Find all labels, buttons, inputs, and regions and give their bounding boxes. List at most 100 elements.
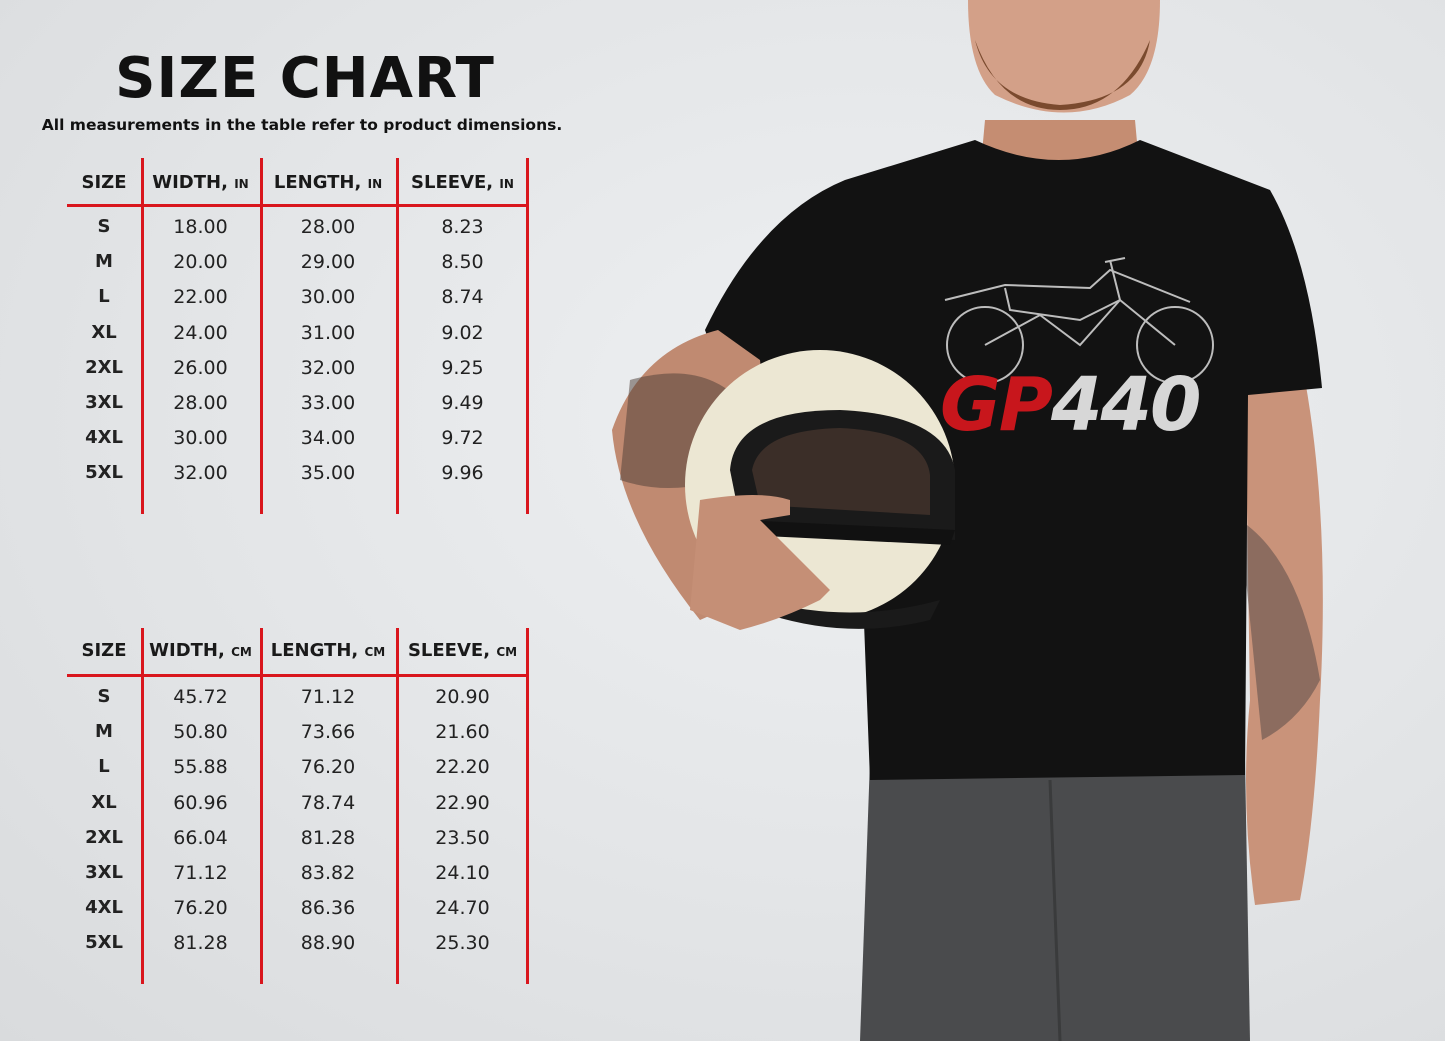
size-label: M bbox=[95, 251, 113, 273]
measurement-cell: 28.00 bbox=[173, 392, 228, 414]
size-label: 2XL bbox=[85, 826, 123, 848]
header-unit: CM bbox=[231, 645, 252, 659]
head bbox=[968, 0, 1160, 113]
measurement-cell: 20.90 bbox=[435, 686, 490, 708]
column-divider bbox=[526, 628, 529, 984]
measurement-cell: 32.00 bbox=[300, 356, 356, 379]
measurement-cell: 33.00 bbox=[300, 392, 356, 414]
measurement-cell: 23.50 bbox=[435, 826, 490, 849]
measurement-cell: 55.88 bbox=[173, 756, 228, 779]
header-unit: IN bbox=[499, 177, 514, 191]
measurement-cell: 9.49 bbox=[441, 392, 484, 414]
column-header: WIDTH, IN bbox=[141, 172, 260, 193]
size-label: 4XL bbox=[85, 427, 123, 449]
measurement-cell: 9.02 bbox=[441, 321, 484, 344]
measurement-cell: 71.12 bbox=[173, 862, 228, 884]
column-header: LENGTH, CM bbox=[260, 640, 396, 661]
size-label: L bbox=[98, 286, 110, 308]
measurement-cell: 86.36 bbox=[300, 897, 356, 920]
measurement-cell: 9.72 bbox=[441, 427, 484, 450]
header-label: WIDTH, bbox=[152, 172, 228, 193]
measurement-cell: 35.00 bbox=[300, 462, 356, 485]
print-red-text: GP bbox=[940, 362, 1053, 448]
model-photo bbox=[612, 0, 1323, 1041]
size-label: XL bbox=[91, 321, 117, 343]
column-divider bbox=[260, 158, 263, 514]
measurement-cell: 22.00 bbox=[173, 286, 228, 309]
column-divider bbox=[396, 158, 399, 514]
measurement-cell: 81.28 bbox=[173, 932, 228, 955]
measurement-cell: 24.00 bbox=[173, 321, 228, 344]
measurement-cell: 18.00 bbox=[173, 216, 228, 238]
measurement-cell: 26.00 bbox=[173, 356, 228, 379]
measurement-cell: 30.00 bbox=[300, 286, 356, 309]
header-label: LENGTH, bbox=[273, 172, 362, 193]
size-label: 2XL bbox=[85, 356, 123, 378]
print-grey-text: 440 bbox=[1050, 362, 1201, 448]
column-divider bbox=[526, 158, 529, 514]
size-label: L bbox=[98, 756, 110, 778]
size-table-inches: SIZE WIDTH, IN LENGTH, IN SLEEVE, IN S 18.00 2… bbox=[67, 158, 529, 514]
size-label: 5XL bbox=[85, 462, 123, 484]
size-table-cm: SIZE WIDTH, CM LENGTH, CM SLEEVE, CM S 45.72 7… bbox=[67, 628, 529, 984]
measurement-cell: 21.60 bbox=[435, 721, 490, 744]
header-unit: IN bbox=[234, 177, 249, 191]
measurement-cell: 8.74 bbox=[441, 286, 484, 309]
header-label: LENGTH, bbox=[270, 640, 359, 661]
size-label: S bbox=[97, 686, 111, 707]
measurement-cell: 9.96 bbox=[441, 462, 484, 485]
measurement-cell: 22.90 bbox=[435, 791, 490, 814]
measurement-cell: 76.20 bbox=[300, 756, 356, 779]
measurement-cell: 66.04 bbox=[173, 826, 228, 849]
motorcycle-print bbox=[944, 257, 1214, 384]
column-header: SIZE bbox=[67, 640, 141, 661]
measurement-cell: 60.96 bbox=[173, 791, 228, 814]
column-divider bbox=[141, 628, 144, 984]
measurement-cell: 30.00 bbox=[173, 427, 228, 450]
header-label: SIZE bbox=[81, 172, 127, 193]
measurement-cell: 25.30 bbox=[435, 932, 490, 955]
measurement-cell: 50.80 bbox=[173, 721, 228, 744]
measurement-cell: 76.20 bbox=[173, 897, 228, 920]
shirt-print-gp440: GP440 bbox=[940, 362, 1201, 448]
column-header: SIZE bbox=[67, 172, 141, 193]
measurement-cell: 83.82 bbox=[300, 862, 356, 884]
column-divider bbox=[396, 628, 399, 984]
hand bbox=[690, 495, 830, 630]
header-divider bbox=[67, 674, 529, 677]
column-header: WIDTH, CM bbox=[141, 640, 260, 661]
measurement-cell: 9.25 bbox=[441, 356, 484, 379]
header-label: SLEEVE, bbox=[411, 172, 494, 193]
header-divider bbox=[67, 204, 529, 207]
header-unit: CM bbox=[364, 645, 386, 659]
measurement-cell: 24.70 bbox=[435, 897, 490, 920]
subtitle: All measurements in the table refer to p… bbox=[41, 116, 563, 134]
measurement-cell: 78.74 bbox=[300, 791, 356, 814]
header-label: WIDTH, bbox=[149, 640, 225, 661]
header-unit: CM bbox=[496, 645, 518, 659]
measurement-cell: 22.20 bbox=[435, 756, 490, 779]
measurement-cell: 29.00 bbox=[300, 251, 356, 274]
size-label: 5XL bbox=[85, 932, 123, 954]
size-label: S bbox=[97, 216, 111, 237]
column-divider bbox=[141, 158, 144, 514]
size-label: 3XL bbox=[85, 392, 123, 413]
size-label: 4XL bbox=[85, 897, 123, 919]
column-header: SLEEVE, CM bbox=[396, 640, 529, 661]
measurement-cell: 20.00 bbox=[173, 251, 228, 274]
measurement-cell: 45.72 bbox=[173, 686, 228, 708]
measurement-cell: 81.28 bbox=[300, 826, 356, 849]
column-header: LENGTH, IN bbox=[260, 172, 396, 193]
size-label: M bbox=[95, 721, 113, 743]
measurement-cell: 32.00 bbox=[173, 462, 228, 485]
column-header: SLEEVE, IN bbox=[396, 172, 529, 193]
header-unit: IN bbox=[367, 177, 383, 191]
measurement-cell: 8.23 bbox=[441, 216, 484, 238]
measurement-cell: 34.00 bbox=[300, 427, 356, 450]
measurement-cell: 24.10 bbox=[435, 862, 490, 884]
header-label: SIZE bbox=[81, 640, 127, 661]
size-label: 3XL bbox=[85, 862, 123, 883]
measurement-cell: 31.00 bbox=[300, 321, 356, 344]
column-divider bbox=[260, 628, 263, 984]
measurement-cell: 8.50 bbox=[441, 251, 484, 274]
